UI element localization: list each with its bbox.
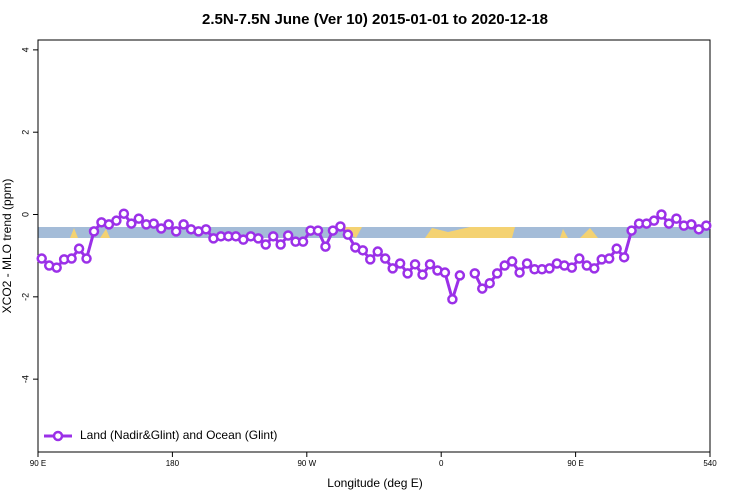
plot-frame — [37, 39, 711, 453]
data-point — [574, 253, 585, 264]
data-point — [521, 258, 533, 269]
data-point — [335, 221, 346, 232]
data-point — [170, 226, 182, 237]
data-point — [379, 253, 391, 264]
data-point — [701, 220, 712, 231]
data-point — [200, 224, 212, 235]
data-point — [611, 243, 622, 254]
x-tick-label: 0 — [439, 459, 444, 468]
data-point — [506, 256, 518, 267]
data-point — [66, 253, 77, 264]
data-point — [88, 226, 100, 237]
y-tick-label: 2 — [20, 130, 30, 135]
data-point — [133, 213, 145, 224]
data-point — [491, 268, 503, 279]
data-point — [589, 263, 600, 274]
data-point — [671, 213, 682, 224]
data-point — [618, 252, 630, 263]
data-point — [327, 225, 339, 236]
data-point — [484, 277, 495, 289]
data-point — [275, 239, 286, 250]
data-point — [320, 241, 331, 252]
data-point — [477, 283, 488, 294]
data-point — [81, 253, 92, 264]
data-point — [424, 259, 436, 270]
data-point — [126, 218, 137, 229]
data-point — [73, 243, 85, 254]
data-point — [312, 225, 324, 236]
data-point — [148, 218, 159, 229]
y-tick-label: -4 — [20, 375, 30, 383]
data-point — [454, 270, 466, 281]
data-point — [372, 246, 383, 257]
chart-title: 2.5N-7.5N June (Ver 10) 2015-01-01 to 20… — [202, 11, 548, 28]
x-tick-label: 540 — [703, 459, 717, 468]
data-point — [342, 229, 354, 240]
data-point — [267, 231, 279, 242]
data-point — [260, 239, 271, 250]
x-tick-label: 90 E — [30, 459, 46, 468]
data-point — [297, 236, 309, 247]
data-point — [439, 267, 451, 278]
data-point — [544, 263, 555, 274]
y-tick-label: -2 — [20, 293, 30, 301]
y-tick-label: 0 — [20, 212, 30, 217]
x-tick-label: 90 E — [567, 459, 583, 468]
data-point — [357, 245, 369, 256]
data-point — [118, 208, 130, 219]
data-point — [282, 230, 294, 241]
legend-label: Land (Nadir&Glint) and Ocean (Glint) — [80, 428, 277, 442]
x-axis-label: Longitude (deg E) — [327, 476, 422, 490]
map-strip — [38, 227, 710, 238]
data-point — [402, 268, 413, 279]
data-point — [663, 218, 675, 229]
y-axis-label: XCO2 - MLO trend (ppm) — [0, 179, 14, 314]
data-point — [394, 258, 406, 269]
data-point — [163, 219, 174, 230]
x-tick-label: 90 W — [297, 459, 316, 468]
y-tick-label: 4 — [20, 47, 30, 52]
data-point — [469, 268, 481, 279]
data-point — [178, 219, 189, 230]
data-point — [603, 253, 615, 264]
x-tick-label: 180 — [166, 459, 180, 468]
data-point — [648, 215, 660, 226]
data-point — [387, 263, 398, 274]
data-point — [417, 269, 428, 280]
data-point — [626, 225, 637, 236]
data-point — [566, 262, 578, 273]
data-point — [447, 294, 458, 305]
data-point — [686, 219, 697, 230]
data-point — [51, 262, 62, 273]
data-point — [656, 209, 667, 220]
data-point — [499, 260, 510, 271]
legend-marker — [52, 430, 64, 442]
data-point — [409, 259, 421, 270]
data-point — [253, 233, 264, 244]
data-point — [365, 254, 376, 265]
data-point — [155, 223, 167, 234]
data-point — [514, 267, 525, 278]
data-point — [36, 253, 47, 264]
data-point — [111, 215, 122, 226]
